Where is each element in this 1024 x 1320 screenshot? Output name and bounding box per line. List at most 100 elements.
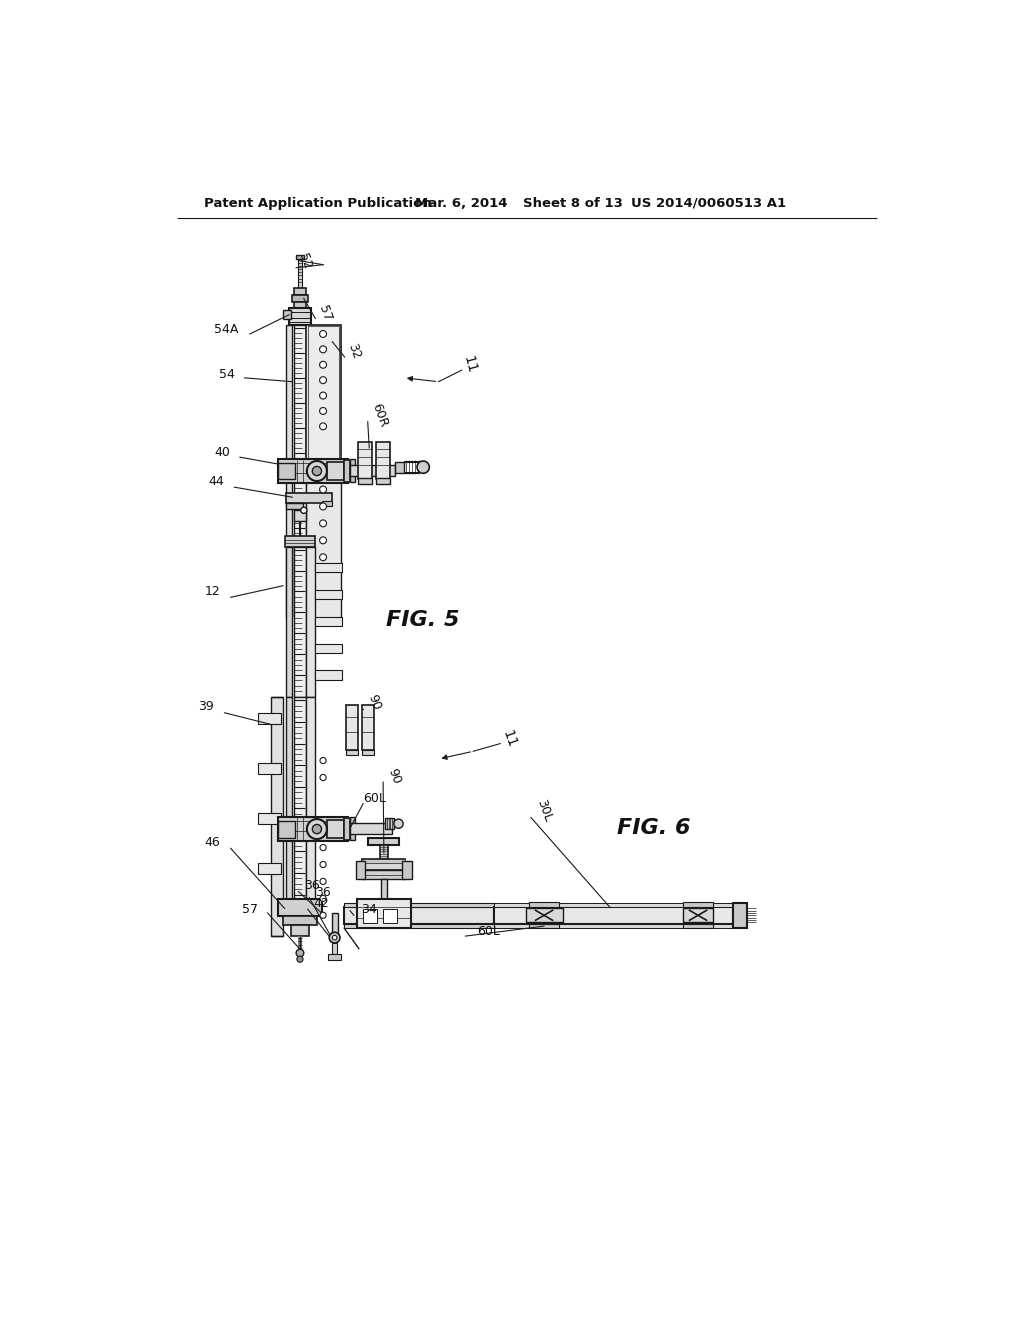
Bar [315, 590, 342, 599]
Text: 11: 11 [500, 729, 519, 750]
Circle shape [333, 936, 337, 940]
Text: 40: 40 [215, 446, 230, 459]
Circle shape [319, 895, 326, 902]
Circle shape [394, 818, 403, 829]
Bar [344, 461, 350, 482]
Bar [258, 763, 281, 774]
Bar [307, 326, 339, 480]
Circle shape [307, 818, 327, 840]
Bar [285, 536, 315, 548]
Circle shape [319, 537, 327, 544]
Bar [350, 459, 354, 482]
Bar [528, 924, 559, 928]
Bar [385, 818, 394, 829]
Bar [315, 616, 342, 626]
Circle shape [319, 422, 327, 430]
Text: 90: 90 [385, 766, 402, 785]
Bar [258, 813, 281, 824]
Bar [322, 502, 333, 506]
Bar [376, 442, 390, 479]
Bar [683, 903, 714, 907]
Bar [344, 818, 350, 840]
Text: Patent Application Publication: Patent Application Publication [204, 197, 431, 210]
Bar [315, 562, 342, 572]
Circle shape [319, 376, 327, 384]
Text: 46: 46 [204, 836, 220, 849]
Text: 36: 36 [315, 886, 331, 899]
Bar [283, 310, 291, 319]
Bar [286, 548, 292, 697]
Bar [327, 462, 344, 480]
Bar [362, 859, 406, 870]
Bar [683, 908, 714, 923]
Bar [329, 954, 341, 960]
Text: 57: 57 [242, 903, 258, 916]
Bar [494, 903, 733, 907]
Text: Mar. 6, 2014: Mar. 6, 2014 [416, 197, 508, 210]
Bar [286, 697, 292, 913]
Circle shape [319, 362, 327, 368]
Bar [296, 255, 304, 259]
Bar [356, 861, 366, 879]
Bar [362, 859, 406, 863]
Bar [306, 697, 315, 913]
Text: 32: 32 [345, 342, 362, 360]
Bar [357, 899, 411, 928]
Text: Sheet 8 of 13: Sheet 8 of 13 [523, 197, 624, 210]
Text: 54: 54 [219, 367, 236, 380]
Circle shape [312, 825, 322, 834]
Bar [294, 325, 306, 618]
Text: 11: 11 [461, 354, 478, 375]
Bar [362, 870, 406, 879]
Bar [357, 442, 372, 479]
Bar [346, 705, 358, 750]
Bar [294, 697, 306, 913]
Bar [733, 903, 746, 928]
Text: US 2014/0060513 A1: US 2014/0060513 A1 [631, 197, 786, 210]
Bar [294, 302, 306, 308]
Bar [258, 863, 281, 874]
Circle shape [319, 845, 326, 850]
Bar [306, 482, 341, 619]
Bar [333, 942, 337, 954]
Bar [364, 909, 377, 923]
Bar [306, 548, 315, 697]
Bar [283, 916, 316, 925]
Bar [357, 478, 372, 484]
Bar [369, 838, 399, 845]
Circle shape [319, 912, 326, 919]
Bar [381, 879, 387, 907]
Circle shape [319, 758, 326, 763]
Circle shape [319, 878, 326, 884]
Bar [350, 822, 392, 834]
Circle shape [301, 507, 307, 513]
Bar [494, 924, 733, 928]
Bar [380, 845, 388, 859]
Bar [258, 713, 281, 723]
Text: 60R: 60R [369, 401, 389, 429]
Text: FIG. 5: FIG. 5 [386, 610, 460, 631]
Bar [286, 325, 292, 618]
Text: 57: 57 [315, 304, 334, 323]
Circle shape [319, 408, 327, 414]
Bar [306, 325, 341, 483]
Text: 30L: 30L [535, 797, 554, 824]
Text: 36: 36 [304, 879, 319, 892]
Bar [344, 924, 494, 928]
Bar [286, 494, 333, 503]
Bar [279, 459, 348, 483]
Bar [361, 705, 374, 750]
Circle shape [319, 330, 327, 338]
Circle shape [307, 461, 327, 480]
Text: 39: 39 [198, 700, 214, 713]
Bar [344, 907, 494, 924]
Bar [383, 909, 397, 923]
Circle shape [319, 862, 326, 867]
Bar [279, 899, 322, 916]
Bar [346, 750, 358, 755]
Text: 90: 90 [366, 692, 383, 711]
Bar [394, 462, 403, 473]
Circle shape [319, 346, 327, 352]
Bar [270, 697, 283, 936]
Text: 42: 42 [313, 898, 330, 911]
